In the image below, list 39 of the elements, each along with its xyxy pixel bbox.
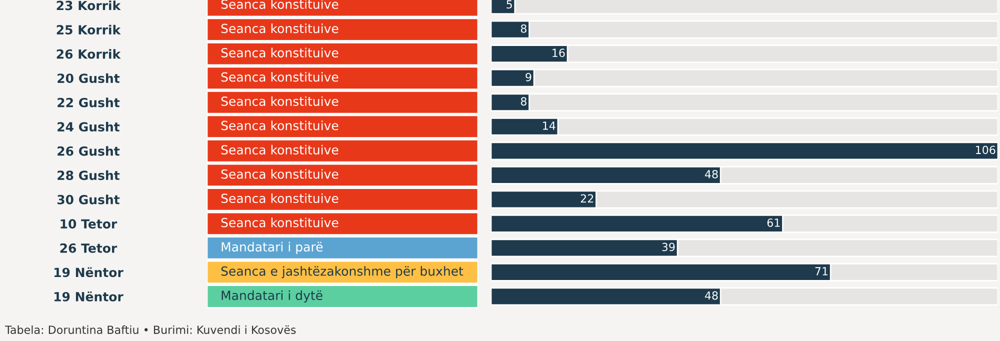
y-tick-label: 30 Gusht xyxy=(57,194,120,204)
data-label: 106 xyxy=(976,146,996,154)
data-label: 14 xyxy=(543,122,556,130)
data-label: 9 xyxy=(526,72,532,82)
data-label: 71 xyxy=(815,267,828,276)
y-tick-label: 28 Gusht xyxy=(58,170,120,180)
data-label: 48 xyxy=(704,291,718,300)
data-label: 61 xyxy=(767,218,780,227)
y-tick-label: 19 Nëntor xyxy=(54,267,124,278)
y-tick-label: 24 Gusht xyxy=(58,122,120,132)
text: Seanca konstituive xyxy=(221,169,338,179)
y-tick-label: 26 Gusht xyxy=(58,146,120,156)
data-label: 39 xyxy=(662,242,675,252)
text: Seanca e jashtëzakonshme për buxhet xyxy=(221,266,464,278)
data-label: 8 xyxy=(520,24,526,33)
y-tick-label: 20 Gusht xyxy=(58,73,120,84)
text: Seanca konstituive xyxy=(221,193,338,204)
y-tick-label: 26 Korrik xyxy=(56,49,121,59)
text: Seanca konstituive xyxy=(221,72,338,82)
text: Mandatari i parë xyxy=(222,242,323,254)
text: Seanca konstituive xyxy=(221,120,338,130)
text: Seanca konstituive xyxy=(221,24,338,34)
text: Seanca konstituive xyxy=(221,144,338,155)
y-tick-label: 22 Gusht xyxy=(58,98,120,108)
y-tick-label: 25 Korrik xyxy=(56,24,121,34)
text: Tabela: Doruntina Baftiu • Burimi: Kuvendi i Kosovës xyxy=(4,325,296,334)
text: Seanca konstituive xyxy=(221,218,338,228)
y-tick-label: 23 Korrik xyxy=(56,0,121,10)
data-label: 48 xyxy=(704,170,718,178)
y-tick-label: 26 Tetor xyxy=(60,243,118,253)
text: Seanca konstituive xyxy=(221,96,338,106)
y-tick-label: 10 Tetor xyxy=(60,219,118,229)
data-label: 8 xyxy=(520,97,526,106)
text: Seanca konstituive xyxy=(221,48,338,58)
data-label: 22 xyxy=(580,194,594,202)
text: Mandatari i dytë xyxy=(222,290,322,303)
data-label: 16 xyxy=(552,48,565,58)
y-tick-label: 19 Nëntor xyxy=(54,292,124,302)
data-label: 5 xyxy=(506,0,512,9)
